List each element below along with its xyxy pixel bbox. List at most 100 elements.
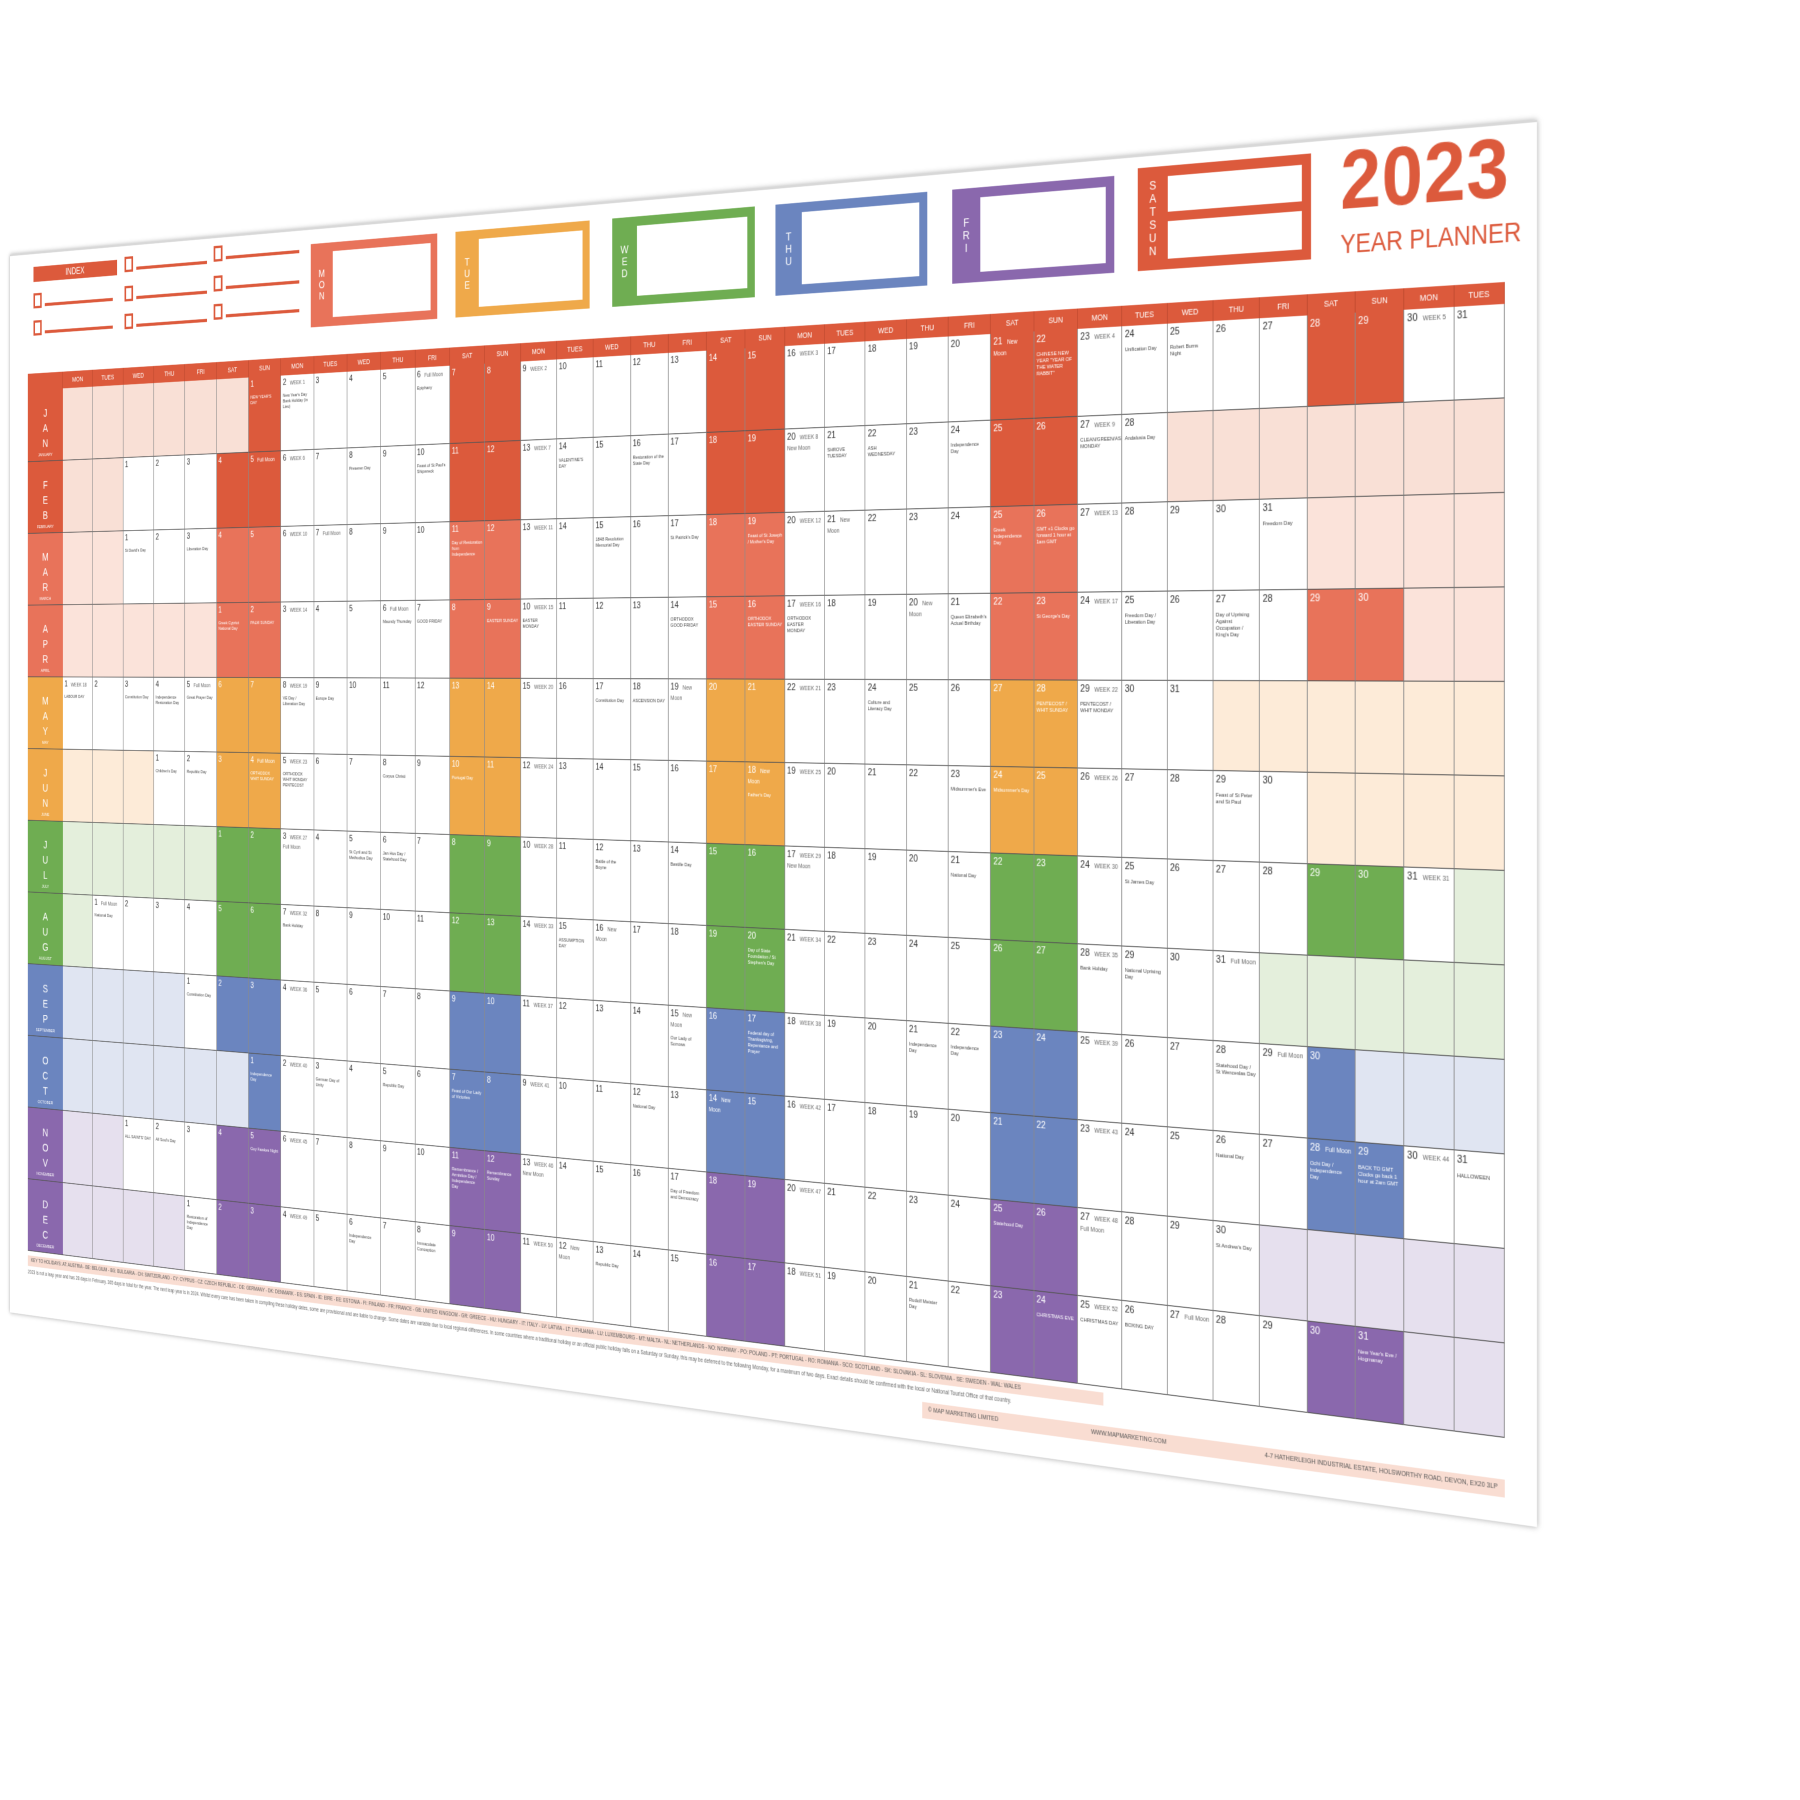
day-cell[interactable]: 4 WEEK 36 [281, 980, 315, 1059]
day-cell[interactable]: 8 [485, 1072, 521, 1155]
day-cell[interactable]: 17 St Patrick's Day [668, 515, 707, 598]
day-cell[interactable]: 2 PALM SUNDAY [248, 602, 282, 679]
day-cell[interactable]: 13 [668, 350, 707, 435]
day-cell[interactable]: 30 [1307, 1047, 1356, 1143]
day-cell[interactable]: 16 Restoration of the State Day [630, 434, 669, 518]
day-cell[interactable]: 11 [449, 442, 486, 523]
day-cell[interactable]: 5 [381, 367, 416, 447]
day-cell[interactable]: 21 New Moon [824, 510, 866, 596]
day-cell[interactable]: 6 [314, 754, 348, 832]
day-cell[interactable]: 5 St Cyril and St Methodius Day [347, 831, 382, 910]
day-cell[interactable]: 25 [1167, 1127, 1214, 1221]
day-cell[interactable]: 31 Freedom Day [1260, 498, 1308, 591]
day-cell[interactable]: 27 [1034, 942, 1078, 1033]
day-cell[interactable]: 29 [1167, 500, 1214, 592]
day-cell[interactable]: 15 [706, 843, 746, 928]
day-cell[interactable]: 19 [906, 1106, 949, 1196]
day-cell[interactable]: 19 [745, 1176, 786, 1264]
day-cell[interactable]: 3 [185, 453, 217, 530]
day-cell[interactable]: 20 WEEK 12 [785, 511, 825, 597]
day-cell[interactable]: 18 WEEK 38 [785, 1013, 825, 1100]
day-cell[interactable]: 26 [948, 680, 992, 767]
index-checkbox[interactable] [33, 315, 113, 336]
day-cell[interactable]: 25 St James Day [1122, 857, 1168, 949]
day-cell[interactable]: 19 New Moon [668, 679, 707, 762]
day-cell[interactable]: 28 [1260, 862, 1308, 956]
day-cell[interactable]: 27 Full Moon [1167, 1305, 1214, 1401]
day-cell[interactable]: 9 [381, 523, 416, 602]
day-cell[interactable]: 23 [991, 1286, 1035, 1379]
day-cell[interactable]: 12 Battle of the Boyne [593, 839, 631, 923]
day-cell[interactable]: 16 ORTHODOX EASTER SUNDAY [745, 596, 786, 680]
day-cell[interactable]: 12 [449, 913, 486, 994]
day-cell[interactable]: 26 BOXING DAY [1122, 1300, 1168, 1396]
day-cell[interactable]: 4 [314, 601, 348, 679]
day-cell[interactable]: 11 [593, 1081, 631, 1166]
day-cell[interactable]: 25 WEEK 52 CHRISTMAS DAY [1077, 1295, 1123, 1390]
day-cell[interactable]: 25 Freedom Day / Liberation Day [1122, 591, 1168, 681]
day-cell[interactable]: 26 [1213, 318, 1261, 411]
day-cell[interactable]: 11 [381, 678, 416, 757]
day-cell[interactable]: 24 [948, 1195, 992, 1287]
day-cell[interactable]: 25 [991, 418, 1035, 508]
day-cell[interactable]: 14 [556, 518, 594, 600]
day-cell[interactable]: 21 [745, 679, 786, 763]
day-cell[interactable]: 16 [668, 760, 707, 844]
day-cell[interactable]: 31 [1454, 303, 1505, 401]
day-cell[interactable]: 2 All Soul's Day [154, 1119, 186, 1197]
day-cell[interactable]: 5 Full Moon Great Prayer Day [185, 677, 217, 753]
day-cell[interactable]: 18 ASCENSION DAY [630, 679, 669, 761]
day-cell[interactable]: 22 [906, 765, 949, 852]
day-cell[interactable]: 12 [556, 998, 594, 1082]
day-cell[interactable]: 26 National Day [1213, 1130, 1261, 1226]
day-cell[interactable]: 3 Constitution Day [123, 677, 155, 752]
day-cell[interactable]: 9 [449, 991, 486, 1073]
day-cell[interactable]: 3 WEEK 14 [281, 601, 315, 679]
day-cell[interactable]: 1 ALL SAINTS' DAY [123, 1116, 155, 1194]
day-cell[interactable]: 28 PENTECOST / WHIT SUNDAY [1034, 680, 1078, 769]
day-cell[interactable]: 8 Immaculate Conception [415, 1222, 450, 1305]
day-cell[interactable]: 10 WEEK 28 [520, 837, 557, 919]
day-cell[interactable]: 6 Jan Hus Day / Statehood Day [381, 832, 416, 912]
day-cell[interactable]: 24 [948, 507, 992, 595]
day-cell[interactable]: 2 [123, 896, 155, 973]
day-cell[interactable]: 16 WEEK 42 [785, 1096, 825, 1184]
day-cell[interactable]: 11 Day of Restoration from Independence [449, 521, 486, 601]
day-cell[interactable]: 30 [1122, 680, 1168, 771]
day-cell[interactable]: 18 New Moon Father's Day [745, 762, 786, 847]
day-cell[interactable]: 2 [248, 828, 282, 905]
day-cell[interactable]: 9 [381, 1141, 416, 1223]
day-cell[interactable]: 17 [706, 761, 746, 846]
day-cell[interactable]: 28 [1122, 1212, 1168, 1306]
day-cell[interactable]: 20 [948, 1109, 992, 1200]
index-checkbox[interactable] [213, 269, 300, 292]
day-cell[interactable]: 1 [216, 827, 249, 904]
day-cell[interactable]: 17 Day of Freedom and Democracy [668, 1168, 707, 1255]
day-cell[interactable]: 23 [906, 1191, 949, 1282]
day-cell[interactable]: 14 [630, 1246, 669, 1332]
day-cell[interactable]: 8 Preseren Day [347, 446, 382, 525]
day-cell[interactable]: 21 New Moon [991, 331, 1035, 421]
day-cell[interactable]: 3 [216, 752, 249, 829]
day-cell[interactable]: 22 [991, 853, 1035, 943]
day-cell[interactable]: 18 [824, 595, 866, 680]
day-cell[interactable]: 11 [593, 355, 631, 438]
day-cell[interactable]: 10 WEEK 15 EASTER MONDAY [520, 599, 557, 679]
day-cell[interactable]: 12 [630, 352, 669, 437]
day-cell[interactable]: 17 [824, 341, 866, 428]
day-cell[interactable]: 11 WEEK 50 [520, 1233, 557, 1318]
day-cell[interactable]: 5 [314, 1210, 348, 1292]
day-cell[interactable]: 7 Feast of Our Lady of Victories [449, 1069, 486, 1152]
day-cell[interactable]: 2 [154, 529, 186, 604]
day-cell[interactable]: 10 [485, 1229, 521, 1314]
day-cell[interactable]: 13 [556, 758, 594, 840]
day-cell[interactable]: 14 [630, 1003, 669, 1088]
day-cell[interactable]: 27 [1260, 1134, 1308, 1230]
day-cell[interactable]: 6 Independence Day [347, 1214, 382, 1296]
day-cell[interactable]: 26 [1034, 1203, 1078, 1296]
day-cell[interactable]: 19 [906, 336, 949, 425]
day-cell[interactable]: 9 [381, 445, 416, 525]
day-cell[interactable]: 25 Greek Independence Day [991, 505, 1035, 594]
day-cell[interactable]: 29 National Uprising Day [1122, 946, 1168, 1039]
